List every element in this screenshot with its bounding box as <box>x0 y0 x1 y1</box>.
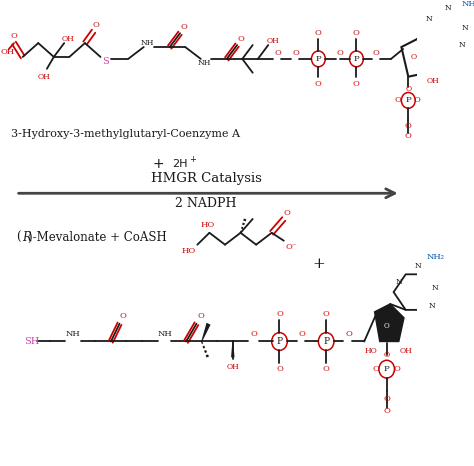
Text: OH: OH <box>0 48 14 56</box>
Text: 3-Hydroxy-3-methylglutaryl-Coenzyme A: 3-Hydroxy-3-methylglutaryl-Coenzyme A <box>11 129 240 139</box>
Text: OH: OH <box>227 363 239 371</box>
Text: O⁻: O⁻ <box>285 243 296 251</box>
Text: OH: OH <box>61 35 74 43</box>
Text: O: O <box>274 49 281 57</box>
Text: O: O <box>119 312 127 320</box>
Text: N: N <box>426 15 432 23</box>
Text: NH: NH <box>198 59 211 67</box>
Text: NH: NH <box>157 329 172 337</box>
Text: O: O <box>10 32 18 40</box>
Text: O: O <box>383 407 390 415</box>
Text: (: ( <box>16 231 20 244</box>
Text: N: N <box>414 262 421 270</box>
Text: P: P <box>384 365 390 373</box>
Text: O: O <box>405 132 412 140</box>
Text: O: O <box>250 329 257 337</box>
Text: O: O <box>383 395 390 403</box>
Text: P: P <box>323 337 329 346</box>
Text: SH: SH <box>25 337 40 346</box>
Text: )-Mevalonate + CoASH: )-Mevalonate + CoASH <box>28 231 167 244</box>
Text: O: O <box>284 209 291 217</box>
Text: OH: OH <box>38 73 51 81</box>
Text: O: O <box>373 365 380 373</box>
Text: R: R <box>22 231 31 244</box>
Text: N: N <box>458 41 465 49</box>
Text: O: O <box>413 96 420 104</box>
Text: O: O <box>394 96 401 104</box>
Text: OH: OH <box>426 76 439 85</box>
Text: O: O <box>276 365 283 373</box>
Text: O: O <box>197 312 204 320</box>
Text: +: + <box>153 157 164 171</box>
Text: OH: OH <box>267 37 280 45</box>
Text: +: + <box>189 155 196 164</box>
Text: O: O <box>292 49 300 57</box>
Text: O: O <box>180 23 187 31</box>
Text: O: O <box>393 365 401 373</box>
FancyArrowPatch shape <box>18 189 395 198</box>
Polygon shape <box>201 323 210 342</box>
Text: P: P <box>405 96 411 104</box>
Text: N: N <box>428 302 435 310</box>
Text: O: O <box>315 80 322 88</box>
Polygon shape <box>231 342 235 357</box>
Text: O: O <box>373 49 380 57</box>
Text: O: O <box>410 53 417 61</box>
Text: O: O <box>237 35 244 43</box>
Text: O: O <box>315 29 322 37</box>
Text: +: + <box>312 257 325 271</box>
Text: O: O <box>405 122 412 130</box>
Text: O: O <box>384 322 390 329</box>
Text: NH: NH <box>140 39 154 47</box>
Text: O: O <box>93 21 100 29</box>
Text: NH: NH <box>65 329 80 337</box>
Text: HMGR Catalysis: HMGR Catalysis <box>151 172 262 185</box>
Text: P: P <box>276 337 283 346</box>
Text: O: O <box>353 80 360 88</box>
Text: O: O <box>383 351 390 359</box>
Text: HO: HO <box>365 347 377 356</box>
Text: O: O <box>323 310 329 318</box>
Text: N: N <box>432 284 438 292</box>
Text: O: O <box>276 310 283 318</box>
Polygon shape <box>374 304 404 342</box>
Text: O: O <box>323 365 329 373</box>
Text: N: N <box>462 24 469 32</box>
Text: 2 NADPH: 2 NADPH <box>175 197 237 210</box>
Text: O: O <box>353 29 360 37</box>
Text: S: S <box>102 57 109 66</box>
Text: O: O <box>345 329 352 337</box>
Text: NH₂: NH₂ <box>426 253 444 260</box>
Text: O: O <box>299 329 305 337</box>
Text: NH₂: NH₂ <box>462 0 474 7</box>
Text: N: N <box>395 278 402 286</box>
Text: P: P <box>316 55 321 63</box>
Text: N: N <box>445 4 451 12</box>
Text: O: O <box>405 84 411 93</box>
Text: HO: HO <box>201 221 215 229</box>
Text: 2H: 2H <box>172 158 188 169</box>
Text: P: P <box>354 55 359 63</box>
Text: HO: HO <box>182 247 196 254</box>
Text: O: O <box>337 49 344 57</box>
Text: OH: OH <box>399 347 412 356</box>
